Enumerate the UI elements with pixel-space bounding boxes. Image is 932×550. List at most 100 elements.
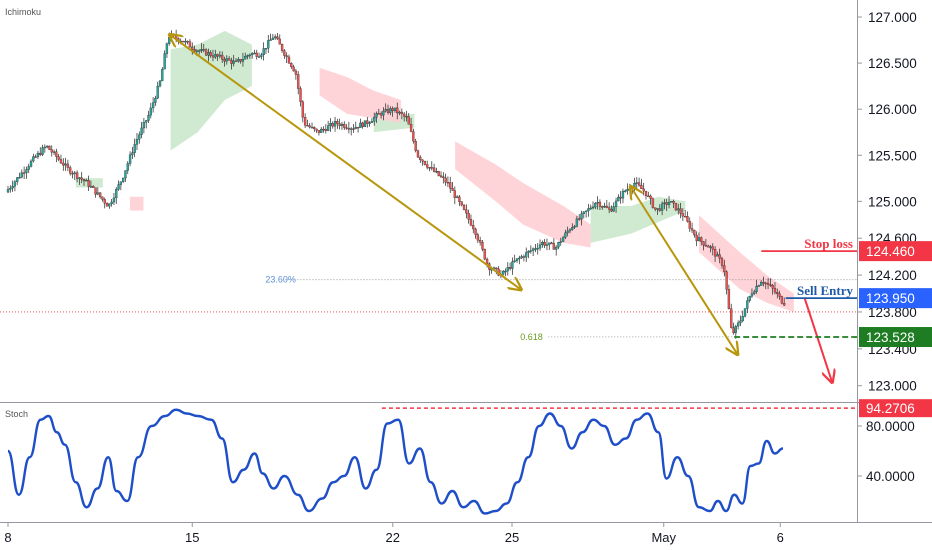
candle [757,284,761,287]
y-tick-label: 123.000 [868,379,917,394]
candle [771,283,774,295]
ichimoku-cloud-bearish [129,196,144,211]
candle [48,145,51,150]
candle [112,193,116,205]
candle [138,131,141,144]
candle [762,276,765,287]
candle [110,198,113,207]
candle [25,166,28,179]
candle [363,120,367,127]
candle [158,79,162,88]
candle [124,170,127,182]
candle [582,211,585,219]
candle [598,199,602,210]
candle [534,244,537,253]
candle [94,187,97,198]
candle [62,158,65,171]
candle [462,204,466,211]
candle [527,250,530,259]
candle [561,235,565,243]
candle [87,175,90,192]
svg-text:123.950: 123.950 [866,291,915,306]
candle [773,282,777,295]
candle [59,154,63,164]
candle [20,169,23,179]
stoch-y-tick-label: 40.0000 [866,469,915,484]
candle [552,238,556,250]
candle [529,245,532,254]
candle [760,280,763,286]
candle [145,119,148,129]
candle [96,187,99,196]
y-tick-label: 126.500 [868,56,917,71]
candle [78,177,81,185]
candle [75,170,79,183]
trend-arrow [171,35,521,288]
candle [147,110,150,123]
candle [117,180,120,191]
candle [437,170,440,177]
candle [571,223,574,231]
candle [105,202,109,207]
candle [603,202,606,208]
stoch-label: Stoch [5,409,28,419]
candle [550,241,553,245]
candle [545,238,549,251]
candle [154,95,157,106]
candle [601,205,604,210]
candle [610,205,613,213]
candle [149,102,152,119]
candle [617,194,620,202]
candle [674,202,678,212]
candle [131,146,134,159]
candle [483,248,486,261]
stoch-pane [6,407,857,515]
candle [541,240,544,248]
candle [41,144,44,157]
candle [670,201,673,203]
candle [66,159,70,172]
x-tick-label: 8 [4,530,11,545]
candle [591,201,595,210]
candle [766,278,770,290]
candle [605,199,608,209]
candle [9,185,12,193]
candle [27,163,30,174]
candle [52,149,56,156]
candle [573,224,576,230]
candle [80,172,83,184]
candle [538,239,542,251]
take-profit-price-tag: 123.528 [859,327,932,348]
candle [568,228,572,234]
svg-text:124.460: 124.460 [866,244,915,259]
candle [587,203,590,217]
candle [92,185,95,188]
candle [778,290,781,300]
candle [741,310,744,323]
candle [557,241,560,250]
candle [783,297,786,307]
candle [39,147,42,157]
x-tick-label: 15 [185,530,199,545]
candle [594,202,597,210]
candle [181,40,185,43]
candle [135,132,139,151]
candle [543,239,546,249]
candle [580,210,583,226]
svg-text:94.2706: 94.2706 [866,401,915,416]
stoch-y-tick-label: 80.0000 [866,419,915,434]
fib-236-label: 23.60% [265,275,296,285]
candle [578,214,581,221]
y-tick-label: 125.000 [868,194,917,209]
candle [589,204,592,210]
candle [71,170,74,179]
candle [769,278,772,287]
candle [13,179,17,192]
candle [614,197,618,213]
candle [624,189,627,193]
candle [34,154,37,158]
candle [776,288,779,299]
